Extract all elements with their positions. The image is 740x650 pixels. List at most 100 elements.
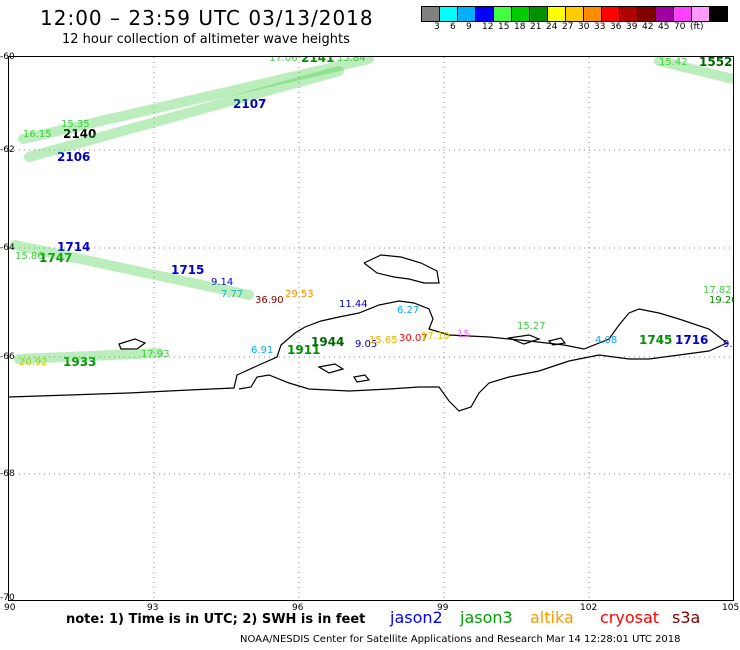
satellite-s3a: s3a [672, 608, 701, 627]
island-4 [353, 374, 371, 383]
legend-label: 9 [466, 22, 472, 32]
legend-swatch [529, 6, 548, 22]
obs-label: 36.90 [255, 295, 284, 306]
obs-label: 30.07 [399, 333, 428, 344]
obs-label: 15.84 [337, 56, 366, 64]
lon-label: 93 [147, 603, 159, 613]
lon-label: 102 [580, 603, 598, 613]
obs-label: 15.35 [61, 119, 90, 130]
map-frame: 2141 15.84 17.06 2107 2140 2106 16.15 15… [8, 56, 734, 601]
island-6 [547, 337, 567, 346]
legend-label: 21 [530, 22, 542, 32]
obs-label: 2141 [301, 56, 335, 65]
obs-label: 15.27 [517, 321, 546, 332]
satellite-jason3: jason3 [460, 608, 513, 627]
legend-label: 70 [674, 22, 686, 32]
obs-label: 17.82 [703, 285, 732, 296]
obs-label: 6.91 [251, 345, 274, 356]
legend-swatch [583, 6, 602, 22]
credit-line: NOAA/NESDIS Center for Satellite Applica… [240, 634, 681, 645]
legend-label: 15 [498, 22, 510, 32]
legend-swatch [439, 6, 458, 22]
obs-label: 15.42 [659, 57, 688, 68]
legend-swatch [493, 6, 512, 22]
obs-label: 2107 [233, 97, 267, 111]
color-legend [421, 6, 728, 22]
obs-label: 9.1 [723, 339, 733, 350]
lon-label: 96 [292, 603, 304, 613]
obs-label: 29.53 [285, 289, 314, 300]
obs-label: 1716 [675, 333, 709, 347]
lon-label: 90 [4, 603, 16, 613]
legend-swatch [637, 6, 656, 22]
legend-label: 3 [434, 22, 440, 32]
legend-swatch [421, 6, 440, 22]
obs-label: 19.20 [709, 295, 733, 306]
legend-label: 39 [626, 22, 638, 32]
island-5 [506, 334, 541, 345]
obs-label: 17.06 [269, 56, 298, 64]
graticule [9, 57, 733, 600]
satellite-cryosat: cryosat [600, 608, 660, 627]
obs-label: 4.08 [595, 335, 618, 346]
legend-swatch [457, 6, 476, 22]
color-legend-labels: 3 6 9 12 15 18 21 24 27 30 33 36 39 42 45 70 (ft) [422, 22, 740, 34]
obs-label: 1933 [63, 355, 97, 369]
obs-label: 15.65 [369, 335, 398, 346]
obs-label: 6.27 [397, 305, 420, 316]
antarctic-coast [9, 300, 729, 412]
lat-label: -66 [0, 352, 15, 362]
obs-label: 1911 [287, 343, 321, 357]
page-title: 12:00 – 23:59 UTC 03/13/2018 [40, 6, 374, 30]
legend-label: 12 [482, 22, 494, 32]
page-subtitle: 12 hour collection of altimeter wave hei… [62, 32, 350, 47]
obs-label: 17.93 [141, 349, 170, 360]
obs-label: 1552 [699, 56, 733, 69]
satellite-altika: altika [530, 608, 574, 627]
legend-label: 6 [450, 22, 456, 32]
obs-label: 1944 [311, 335, 345, 349]
obs-label: 15.86 [15, 251, 44, 262]
lat-label: -64 [0, 243, 15, 253]
obs-label: 2106 [57, 150, 91, 164]
legend-label: 27 [562, 22, 574, 32]
legend-swatch [511, 6, 530, 22]
legend-swatch [691, 6, 710, 22]
obs-label: 9.14 [211, 277, 234, 288]
obs-label: 11.44 [339, 299, 368, 310]
lon-label: 99 [437, 603, 449, 613]
legend-swatch [619, 6, 638, 22]
legend-label: 24 [546, 22, 558, 32]
footer-note: note: 1) Time is in UTC; 2) SWH is in fe… [66, 612, 366, 627]
lon-label: 105 [722, 603, 740, 613]
legend-label: (ft) [690, 22, 704, 32]
legend-label: 45 [658, 22, 670, 32]
island-1 [363, 254, 440, 284]
map-svg [9, 57, 733, 600]
lat-label: -60 [0, 52, 15, 62]
obs-label: 2140 [63, 127, 97, 141]
legend-swatch [655, 6, 674, 22]
legend-swatch [547, 6, 566, 22]
obs-label: 20.92 [19, 357, 48, 368]
obs-label: 1714 [57, 240, 91, 254]
legend-swatch [673, 6, 692, 22]
legend-label: 42 [642, 22, 654, 32]
lat-label: -62 [0, 145, 15, 155]
obs-label: 1747 [39, 251, 73, 265]
obs-label: 9.05 [355, 339, 378, 350]
island-2 [118, 338, 147, 350]
obs-label: 7.77 [221, 289, 244, 300]
lat-label: -68 [0, 469, 15, 479]
legend-label: 30 [578, 22, 590, 32]
legend-swatch [601, 6, 620, 22]
legend-label: 33 [594, 22, 606, 32]
legend-swatch [709, 6, 728, 22]
island-3 [317, 363, 345, 374]
obs-label: 1745 [639, 333, 673, 347]
coastline [9, 254, 729, 412]
obs-label: 16.15 [23, 129, 52, 140]
obs-label: 17.19 [421, 331, 450, 342]
legend-label: 18 [514, 22, 526, 32]
satellite-jason2: jason2 [390, 608, 443, 627]
